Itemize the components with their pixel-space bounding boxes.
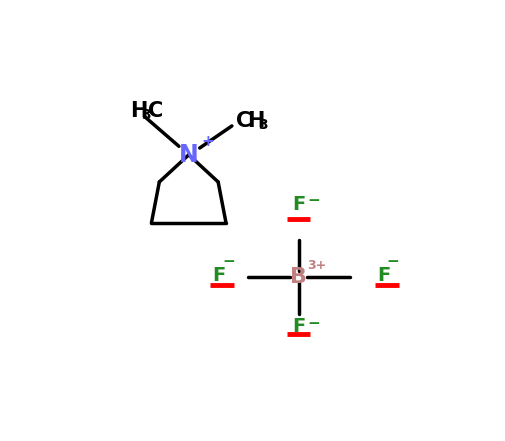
Text: C: C — [235, 111, 250, 131]
Text: +: + — [201, 134, 214, 149]
Text: N: N — [178, 143, 198, 167]
Text: F: F — [291, 195, 305, 214]
Text: −: − — [386, 254, 399, 269]
Text: −: − — [222, 254, 234, 269]
Text: C: C — [148, 101, 163, 121]
Text: F: F — [291, 318, 305, 336]
Text: 3: 3 — [258, 118, 268, 132]
Text: F: F — [212, 266, 225, 285]
Text: 3+: 3+ — [307, 259, 326, 272]
Text: −: − — [307, 316, 319, 331]
Text: B: B — [289, 267, 307, 287]
Text: H: H — [246, 111, 264, 131]
Text: −: − — [307, 194, 319, 209]
Text: 3: 3 — [140, 108, 150, 122]
Text: F: F — [376, 266, 389, 285]
Text: H: H — [130, 101, 147, 121]
